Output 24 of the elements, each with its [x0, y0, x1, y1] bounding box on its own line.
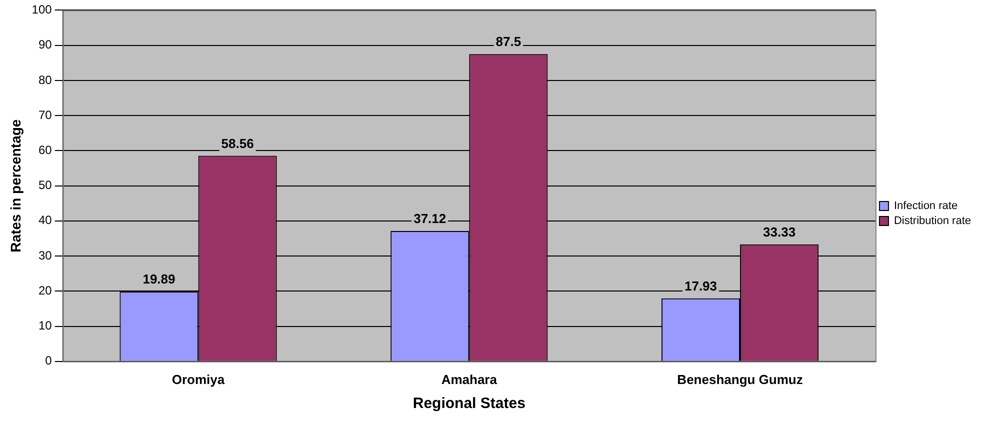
legend-label: Infection rate [894, 200, 958, 212]
data-label: 58.56 [221, 136, 254, 151]
x-tick-label: Oromiya [172, 372, 226, 387]
y-tick-label: 20 [38, 283, 52, 298]
y-tick-label: 50 [38, 178, 52, 192]
y-tick-label: 40 [38, 213, 52, 228]
y-tick-label: 70 [38, 108, 52, 122]
y-tick-label: 0 [45, 354, 52, 368]
x-tick-label: Amahara [441, 372, 498, 387]
legend-label: Distribution rate [894, 215, 972, 228]
y-tick-label: 60 [38, 142, 52, 157]
y-tick-label: 80 [38, 72, 52, 87]
data-label: 33.33 [763, 224, 796, 240]
y-axis-title: Rates in percentage [7, 119, 24, 252]
data-label: 17.93 [684, 278, 718, 294]
x-axis-title: Regional States [412, 395, 526, 412]
data-label: 19.89 [142, 272, 176, 287]
data-label: 37.12 [414, 211, 446, 226]
y-tick-label: 10 [38, 318, 52, 333]
y-tick-label: 90 [38, 38, 52, 52]
y-tick-label: 100 [32, 2, 52, 17]
y-tick-label: 30 [38, 248, 52, 262]
data-label: 87.5 [496, 34, 522, 50]
x-tick-label: Beneshangu Gumuz [677, 372, 804, 387]
